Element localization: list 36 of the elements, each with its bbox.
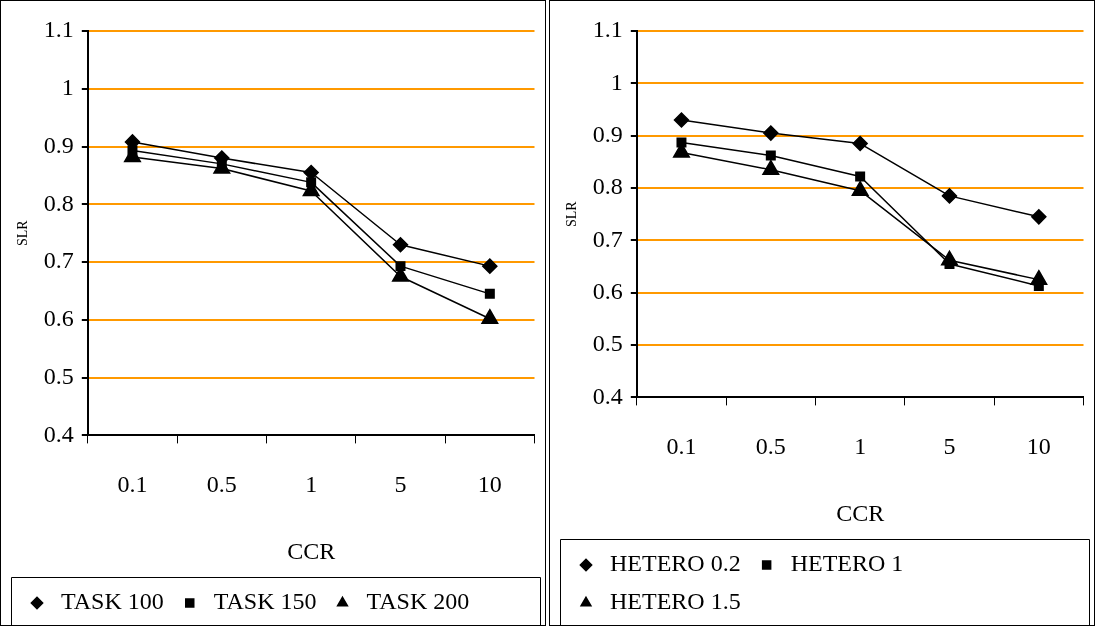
x-tick-label: 0.1 — [666, 433, 697, 460]
y-tick-label: 1 — [61, 74, 74, 101]
x-tick-label: 0.5 — [206, 471, 237, 498]
y-tick-label: 0.4 — [592, 382, 623, 409]
legend-label: HETERO 1.5 — [610, 588, 741, 615]
y-tick-label: 0.9 — [43, 131, 74, 158]
legend-label: TASK 150 — [213, 588, 317, 615]
x-tick-label: 5 — [394, 471, 407, 498]
x-tick-label: 0.1 — [117, 471, 148, 498]
x-tick-label: 10 — [1026, 433, 1051, 460]
legend-label: TASK 200 — [366, 588, 470, 615]
y-axis-title: SLR — [564, 200, 580, 228]
y-tick-label: 0.5 — [43, 362, 74, 389]
y-tick-label: 0.7 — [592, 225, 623, 252]
y-tick-label: 0.6 — [43, 305, 74, 332]
legend-label: HETERO 0.2 — [610, 550, 741, 577]
x-axis-title: CCR — [836, 499, 885, 526]
y-tick-label: 0.8 — [592, 173, 623, 200]
y-tick-label: 1.1 — [592, 16, 623, 43]
y-tick-label: 0.9 — [592, 120, 623, 147]
y-tick-label: 0.5 — [592, 330, 623, 357]
y-axis-title: SLR — [15, 219, 31, 247]
x-tick-label: 1 — [854, 433, 867, 460]
y-tick-label: 0.6 — [592, 278, 623, 305]
y-tick-label: 0.7 — [43, 247, 74, 274]
legend-label: TASK 100 — [61, 588, 164, 615]
x-axis-title: CCR — [287, 537, 336, 564]
x-tick-label: 0.5 — [755, 433, 786, 460]
x-tick-label: 10 — [477, 471, 502, 498]
legend-label: HETERO 1 — [790, 550, 904, 577]
y-tick-label: 1.1 — [43, 16, 74, 43]
x-tick-label: 5 — [943, 433, 956, 460]
x-tick-label: 1 — [305, 471, 318, 498]
y-tick-label: 0.4 — [43, 420, 74, 447]
y-tick-label: 1 — [610, 68, 623, 95]
y-tick-label: 0.8 — [43, 189, 74, 216]
